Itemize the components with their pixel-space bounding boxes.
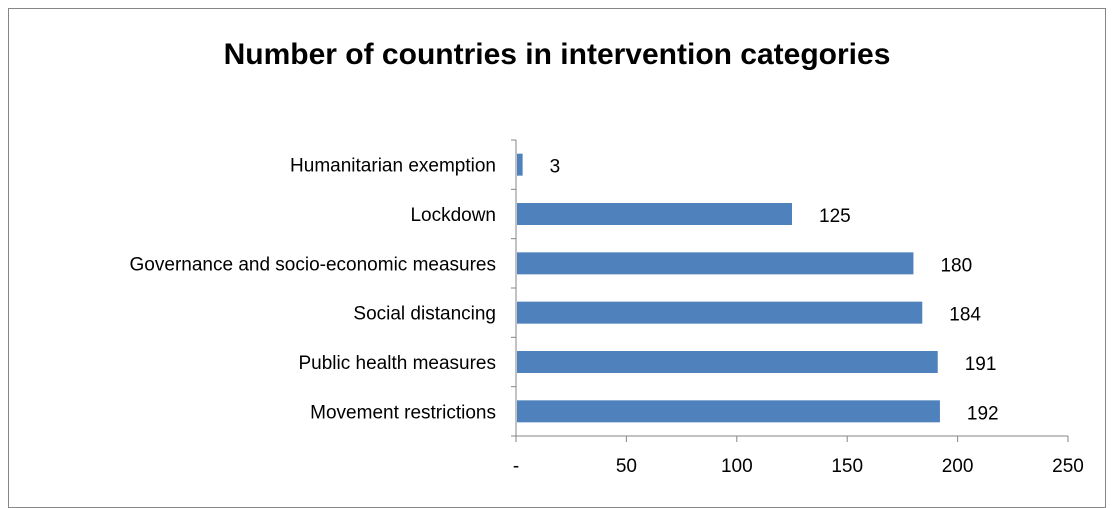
bar: [517, 153, 523, 176]
bar: [517, 252, 914, 275]
category-label: Social distancing: [353, 304, 496, 325]
data-label: 180: [940, 255, 972, 276]
category-label: Movement restrictions: [310, 402, 496, 423]
data-label: 192: [967, 403, 999, 424]
category-label: Public health measures: [299, 353, 497, 374]
x-tick-label: 50: [616, 456, 637, 477]
category-label: Lockdown: [410, 205, 496, 226]
data-label: 184: [949, 305, 981, 326]
x-tick-label: -: [513, 456, 519, 477]
data-label: 191: [965, 354, 997, 375]
data-label: 125: [819, 206, 851, 227]
bar: [517, 351, 938, 373]
data-label: 3: [550, 157, 561, 178]
bar: [517, 203, 792, 225]
chart-title: Number of countries in intervention cate…: [223, 38, 891, 71]
category-label: Governance and socio-economic measures: [130, 254, 496, 275]
x-tick-label: 150: [831, 456, 863, 477]
x-tick-label: 250: [1052, 456, 1084, 477]
x-tick-label: 200: [942, 456, 974, 477]
bar: [517, 301, 923, 324]
category-label: Humanitarian exemption: [290, 156, 496, 177]
bar: [517, 400, 940, 423]
bar-chart: - 50 100 150 200 250 Movement restrictions 192 P…: [130, 139, 1084, 477]
x-tick-label: 100: [721, 456, 753, 477]
